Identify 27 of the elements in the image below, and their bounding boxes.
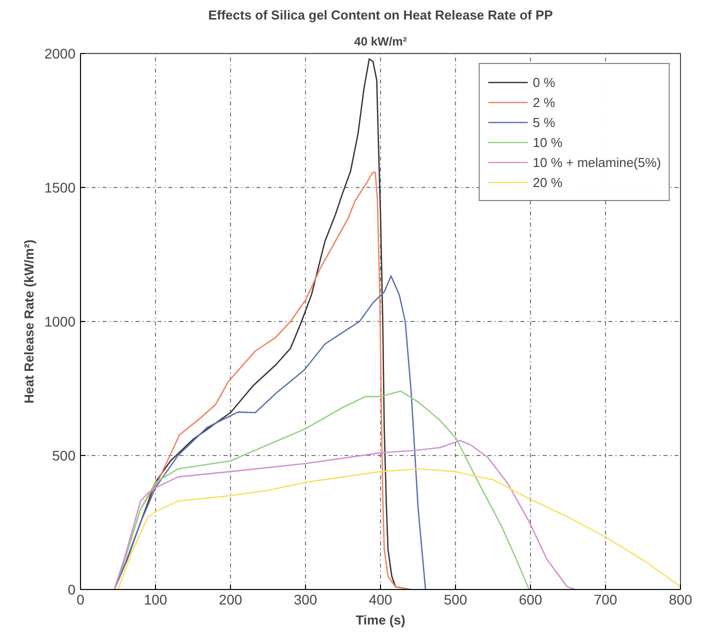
y-tick-label: 0	[68, 582, 76, 598]
x-tick-label: 400	[368, 592, 392, 608]
y-axis-title: Heat Release Rate (kW/m²)	[21, 240, 36, 404]
x-tick-label: 800	[668, 592, 692, 608]
y-tick-label: 1000	[44, 314, 76, 330]
legend-label: 10 % + melamine(5%)	[532, 154, 661, 170]
chart-subtitle: 40 kW/m²	[354, 34, 407, 48]
legend-label: 2 %	[532, 94, 556, 110]
y-tick-label: 500	[52, 448, 76, 464]
line-series	[114, 440, 576, 590]
x-tick-label: 100	[144, 592, 168, 608]
line-series	[114, 390, 530, 590]
line-series	[114, 275, 426, 590]
x-tick-label: 600	[518, 592, 542, 608]
y-tick-label: 1500	[44, 180, 76, 196]
x-tick-label: 300	[294, 592, 318, 608]
legend-label: 20 %	[532, 174, 562, 190]
legend-label: 0 %	[532, 74, 556, 90]
x-tick-label: 200	[218, 592, 242, 608]
line-series	[117, 468, 680, 590]
legend-label: 10 %	[532, 134, 562, 150]
x-axis-title: Time (s)	[356, 612, 406, 628]
legend-label: 5 %	[532, 114, 556, 130]
y-tick-label: 2000	[44, 46, 76, 62]
chart-title: Effects of Silica gel Content on Heat Release Rate of PP	[208, 8, 554, 22]
x-tick-label: 700	[594, 592, 618, 608]
x-tick-label: 500	[444, 592, 468, 608]
